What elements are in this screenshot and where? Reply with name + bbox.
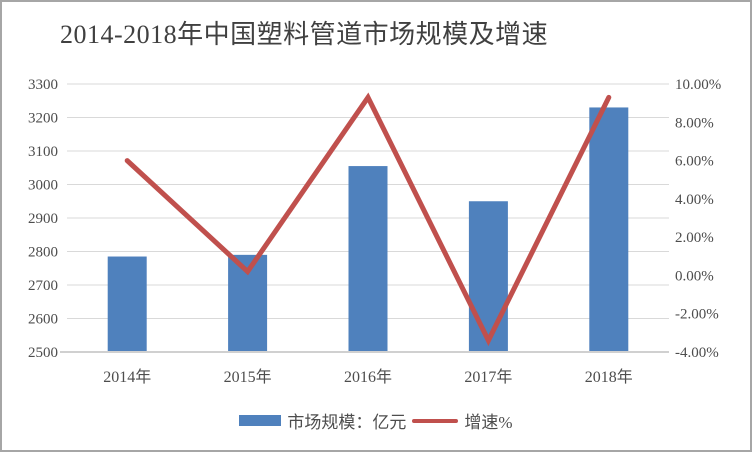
legend-label-market-size: 市场规模：亿元	[287, 413, 407, 432]
bar-series-swatch-icon	[239, 415, 282, 426]
bar-2016年	[348, 166, 388, 352]
x-axis-category-label: 2017年	[464, 368, 512, 386]
legend-item-growth: 增速%	[412, 408, 513, 433]
chart-legend: 市场规模：亿元 增速%	[2, 408, 750, 433]
right-axis-tick-label: 8.00%	[675, 115, 714, 131]
x-axis-category-label: 2016年	[344, 368, 392, 386]
left-axis-tick-label: 2500	[28, 345, 58, 361]
left-axis-tick-label: 3000	[28, 178, 58, 194]
bar-2017年	[468, 201, 508, 352]
bar-2014年	[107, 256, 147, 352]
x-axis-category-label: 2015年	[224, 368, 272, 386]
left-axis-tick-label: 3300	[28, 77, 58, 93]
left-axis-tick-label: 2900	[28, 211, 58, 227]
legend-item-market-size: 市场规模：亿元	[239, 408, 406, 433]
right-axis-tick-label: 6.00%	[675, 154, 714, 170]
growth-line	[124, 92, 612, 347]
x-axis-category-label: 2018年	[585, 368, 633, 386]
legend-label-growth: 增速%	[464, 413, 513, 432]
right-axis-tick-label: -4.00%	[675, 345, 719, 361]
right-axis-tick-label: -2.00%	[675, 307, 719, 323]
left-axis-tick-label: 3200	[28, 111, 58, 127]
x-axis-category-label: 2014年	[103, 368, 151, 386]
left-axis-tick-label: 2800	[28, 245, 58, 261]
left-axis-tick-label: 3100	[28, 144, 58, 160]
left-axis-tick-label: 2600	[28, 312, 58, 328]
bar-2018年	[589, 107, 629, 352]
right-axis-tick-label: 2.00%	[675, 230, 714, 246]
left-axis-tick-label: 2700	[28, 278, 58, 294]
right-axis-tick-label: 4.00%	[675, 192, 714, 208]
right-axis-tick-label: 0.00%	[675, 268, 714, 284]
chart-title: 2014-2018年中国塑料管道市场规模及增速	[60, 20, 549, 49]
right-axis-tick-label: 10.00%	[675, 77, 721, 93]
line-series-swatch-icon	[412, 418, 459, 423]
